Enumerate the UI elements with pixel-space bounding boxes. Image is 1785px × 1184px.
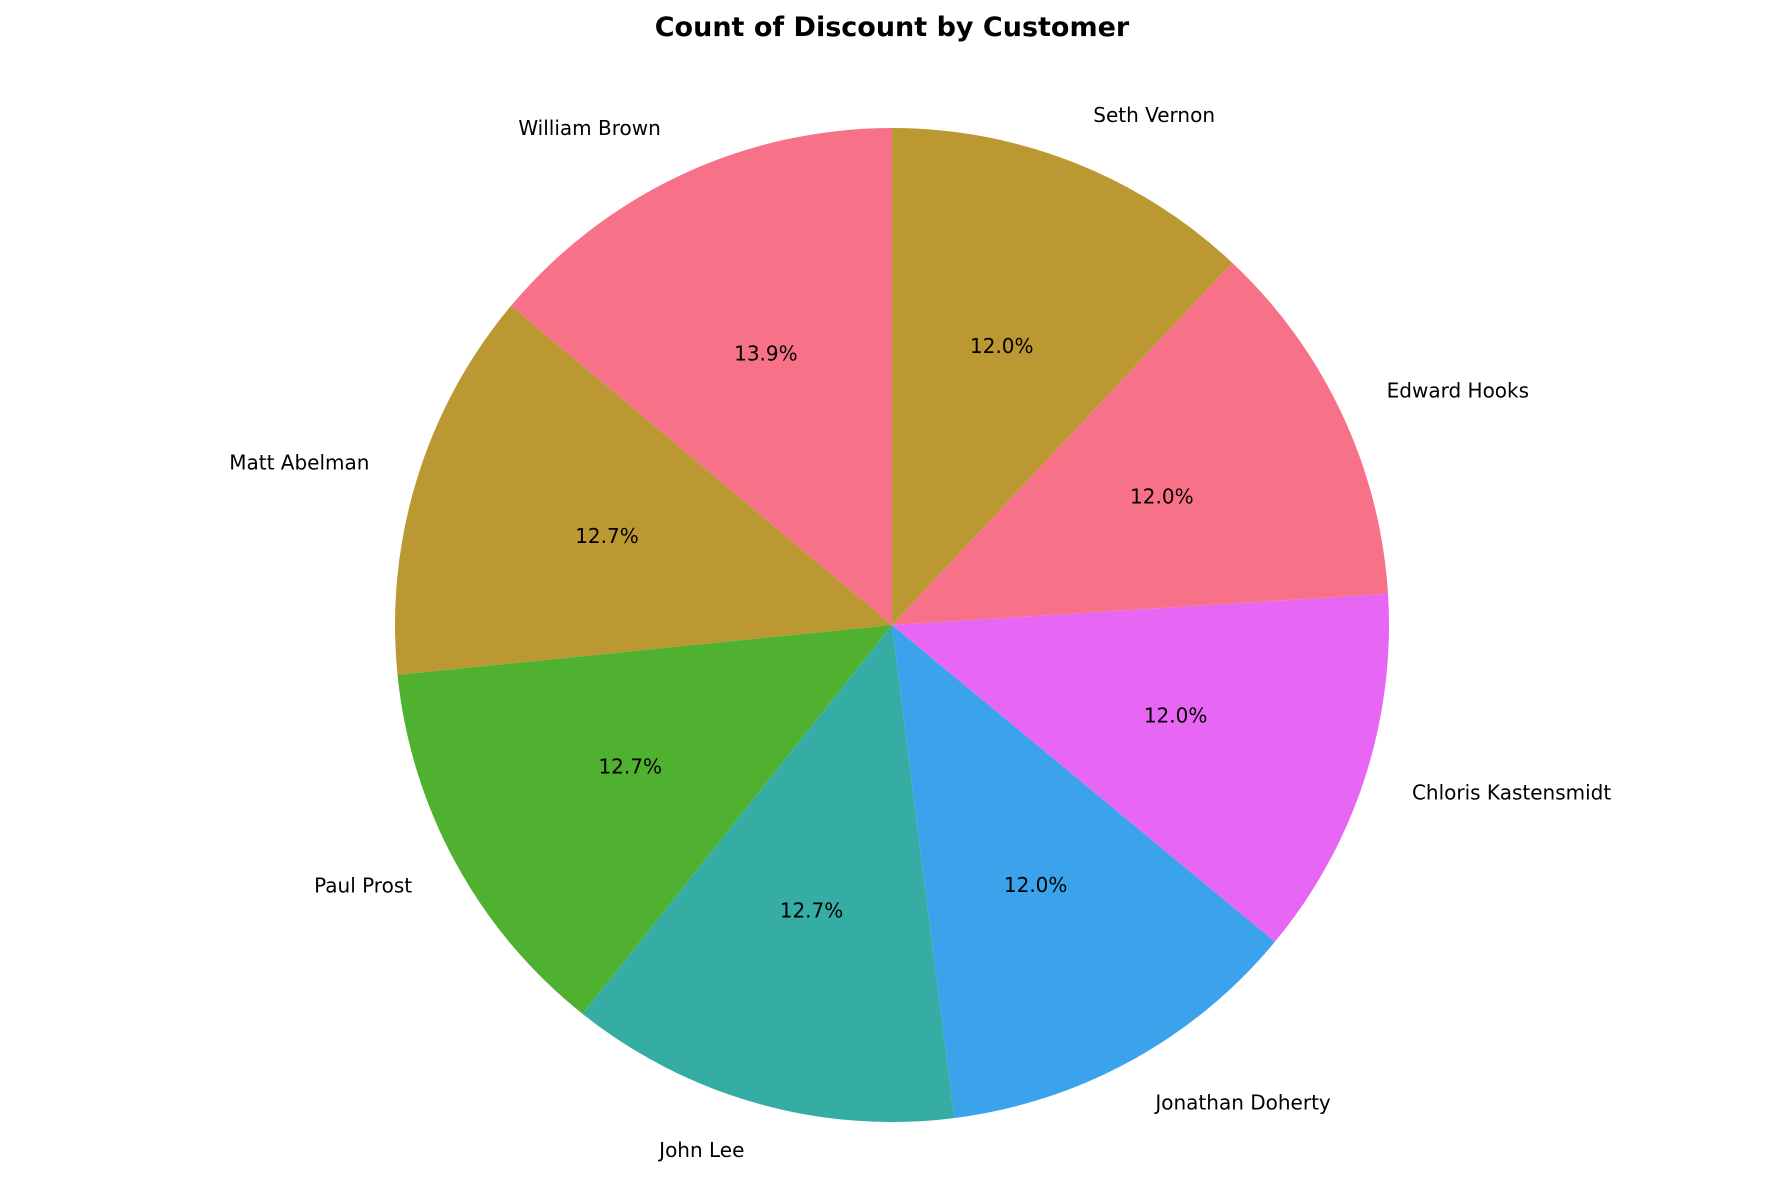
percent-label: 12.0% (1130, 485, 1194, 509)
percent-label: 12.7% (575, 524, 639, 548)
pie-slice (582, 625, 955, 1123)
pie-slices (394, 127, 1389, 1123)
slice-label: Jonathan Doherty (1153, 1091, 1331, 1115)
pie-slice (511, 128, 892, 625)
pie-slice (394, 305, 892, 675)
slice-labels: William Brown Matt Abelman Paul Prost John … (229, 103, 1611, 1162)
slice-label: Paul Prost (314, 873, 412, 897)
pie-slice (397, 625, 892, 1014)
percent-labels: 13.9% 12.7% 12.7% 12.7% 12.0% 12.0% 12.0% 12.0% (575, 334, 1207, 922)
pie-slice (892, 625, 1275, 1119)
percent-label: 12.7% (598, 754, 662, 778)
percent-label: 12.0% (970, 334, 1034, 358)
pie-slice (892, 262, 1389, 625)
chart-title: Count of Discount by Customer (655, 12, 1130, 43)
slice-label: William Brown (518, 116, 660, 140)
slice-label: Edward Hooks (1387, 379, 1529, 403)
percent-label: 12.0% (1144, 704, 1208, 728)
percent-label: 12.7% (780, 899, 844, 923)
percent-label: 13.9% (734, 341, 798, 365)
pie-slice (892, 593, 1389, 942)
percent-label: 12.0% (1004, 873, 1068, 897)
slice-label: Chloris Kastensmidt (1412, 780, 1611, 804)
slice-label: Seth Vernon (1093, 103, 1215, 127)
slice-label: Matt Abelman (229, 451, 369, 475)
slice-label: John Lee (657, 1138, 744, 1162)
pie-slice (892, 127, 1233, 625)
